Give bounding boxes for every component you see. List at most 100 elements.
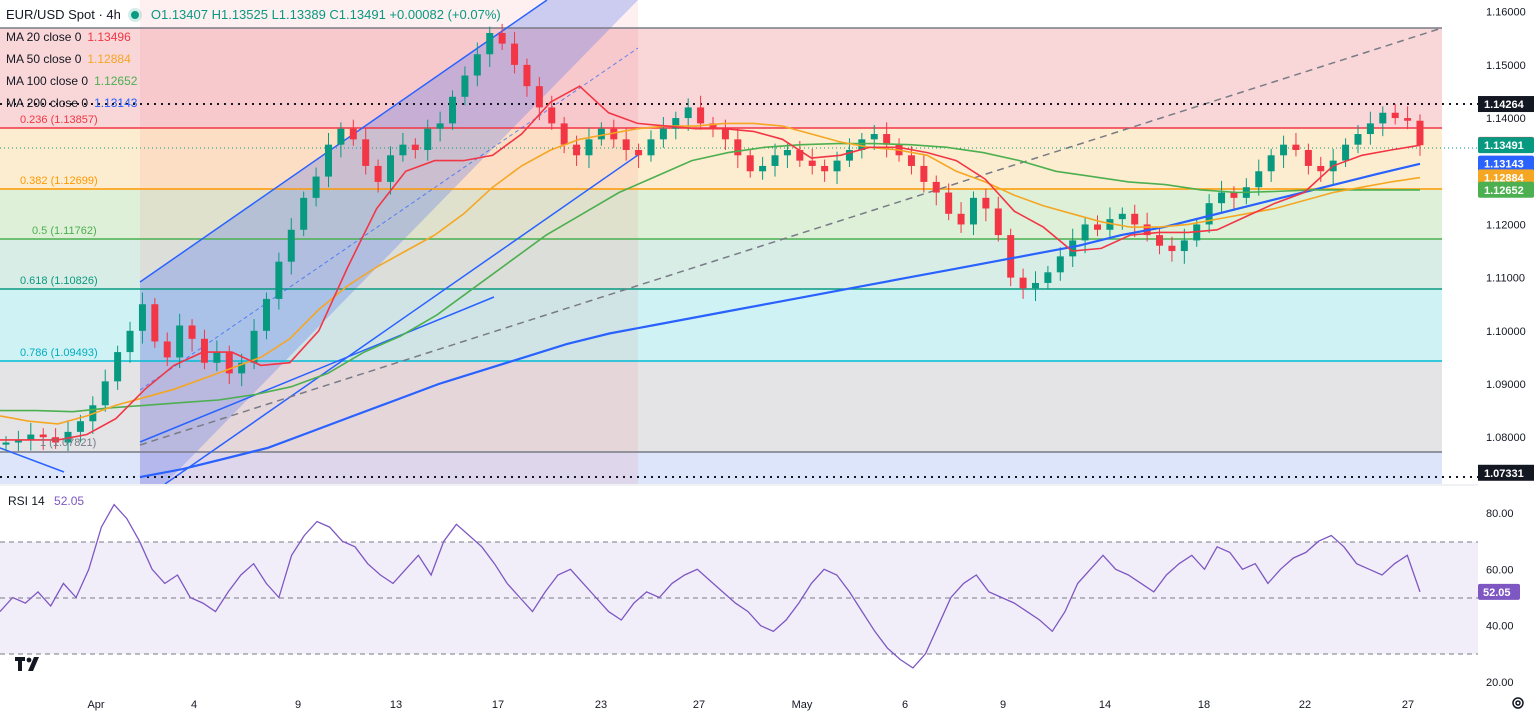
legend-title-row: EUR/USD Spot · 4h O1.13407 H1.13525 L1.1… <box>6 4 501 26</box>
candle-body <box>659 128 667 140</box>
candle-body <box>1007 235 1015 278</box>
rsi-value-tag-label: 52.05 <box>1483 587 1511 599</box>
candle-body <box>684 107 692 119</box>
candle-body <box>126 330 134 353</box>
tradingview-logo-icon[interactable] <box>14 654 44 674</box>
time-tick-label: 27 <box>1402 699 1414 711</box>
rsi-legend[interactable]: RSI 14 52.05 <box>8 494 84 508</box>
candle-body <box>635 149 643 156</box>
candle-body <box>387 155 395 182</box>
ma50-label: MA 50 close 0 <box>6 52 82 66</box>
candle-body <box>1292 144 1300 150</box>
channel-lower-line <box>164 154 639 484</box>
candle-body <box>498 32 506 44</box>
time-tick-label: 13 <box>390 699 402 711</box>
candle-body <box>449 96 457 124</box>
candle-body <box>1156 235 1164 246</box>
candle-body <box>200 338 208 363</box>
time-tick-label: 23 <box>595 699 607 711</box>
candle-body <box>597 128 605 140</box>
time-tick-label: 22 <box>1299 699 1311 711</box>
candle-body <box>461 75 469 97</box>
ma-lines-layer <box>0 85 1421 479</box>
candle-body <box>1391 112 1399 119</box>
price-tag-label: 1.13491 <box>1484 140 1524 152</box>
candle-body <box>1031 282 1039 289</box>
candle-body <box>163 341 171 358</box>
price-tick-label: 1.12000 <box>1486 219 1526 231</box>
fib-label-0618: 0.618 (1.10826) <box>20 275 98 287</box>
candle-body <box>312 176 320 198</box>
candle-body <box>275 261 283 299</box>
legend-ma20[interactable]: MA 20 close 0 1.13496 <box>6 26 501 48</box>
ma100-label: MA 100 close 0 <box>6 74 89 88</box>
candle-body <box>101 381 109 406</box>
candle-body <box>585 139 593 156</box>
candle-body <box>796 149 804 161</box>
legend-ma200[interactable]: MA 200 close 0 1.13143 <box>6 92 501 114</box>
candle-body <box>771 155 779 166</box>
rsi-value-tag <box>1478 583 1520 600</box>
candle-body <box>573 144 581 156</box>
legend-ma100[interactable]: MA 100 close 0 1.12652 <box>6 70 501 92</box>
candle-body <box>1081 224 1089 241</box>
candle-body <box>1267 155 1275 172</box>
price-tag <box>1478 155 1534 172</box>
price-tick-label: 1.11000 <box>1486 273 1525 285</box>
candle-body <box>225 352 233 374</box>
candle-body <box>883 134 891 145</box>
candle-body <box>1069 240 1077 257</box>
candle-body <box>64 431 72 443</box>
fib-label-1: 1 (1.07821) <box>40 437 96 449</box>
candle-body <box>697 107 705 124</box>
candle-body <box>473 54 481 76</box>
candle-body <box>1180 240 1188 252</box>
fib-zone-0236-0382 <box>0 128 1442 189</box>
price-tag <box>1478 181 1534 198</box>
time-tick-label: Apr <box>87 699 104 711</box>
channel-mid-line <box>139 47 639 391</box>
ma100-value: 1.12652 <box>94 74 138 88</box>
rsi-layer <box>0 503 1421 669</box>
time-axis[interactable]: Apr 4 9 13 17 23 27 May 6 9 14 18 22 27 <box>87 699 1414 711</box>
price-axis[interactable]: 1.160001.150001.140001.130001.120001.110… <box>1486 7 1526 444</box>
ma50-value: 1.12884 <box>87 52 131 66</box>
candle-body <box>1168 245 1176 252</box>
time-tick-label: 9 <box>1000 699 1006 711</box>
candle-body <box>945 192 953 214</box>
candle-body <box>2 442 10 445</box>
market-open-icon <box>130 11 139 19</box>
candle-body <box>39 434 47 438</box>
candle-body <box>622 139 630 150</box>
fib-label-0236: 0.236 (1.13857) <box>20 114 98 126</box>
candle-body <box>734 139 742 156</box>
candle-body <box>1044 272 1052 283</box>
fib-label-0382: 0.382 (1.12699) <box>20 175 98 187</box>
candle-body <box>374 165 382 182</box>
legend-ma50[interactable]: MA 50 close 0 1.12884 <box>6 48 501 70</box>
candle-body <box>560 123 568 145</box>
support-trendline <box>139 296 495 443</box>
settings-gear-icon[interactable] <box>1510 695 1526 711</box>
ma-line-20 <box>0 85 1421 441</box>
candle-body <box>783 149 791 156</box>
candle-body <box>436 123 444 129</box>
candle-body <box>151 304 159 342</box>
price-tick-label: 1.08000 <box>1486 432 1526 444</box>
candle-body <box>982 197 990 209</box>
symbol-title[interactable]: EUR/USD Spot · 4h <box>6 7 121 22</box>
chart-legend: EUR/USD Spot · 4h O1.13407 H1.13525 L1.1… <box>6 4 501 114</box>
price-tick-label: 1.10000 <box>1486 326 1526 338</box>
fib-zone-0-0236 <box>0 28 1442 128</box>
candle-body <box>1106 219 1114 230</box>
candle-body <box>1255 171 1263 188</box>
candle-body <box>176 325 184 358</box>
fib-zone-0618-0786 <box>0 289 1442 361</box>
price-tag <box>1478 169 1534 186</box>
candle-body <box>14 439 22 443</box>
rsi-axis[interactable]: 80.00 60.00 40.00 20.00 52.05 <box>1478 508 1520 689</box>
ma200-label: MA 200 close 0 <box>6 96 89 110</box>
ma-line-200 <box>139 162 1421 479</box>
candle-body <box>1304 149 1312 166</box>
